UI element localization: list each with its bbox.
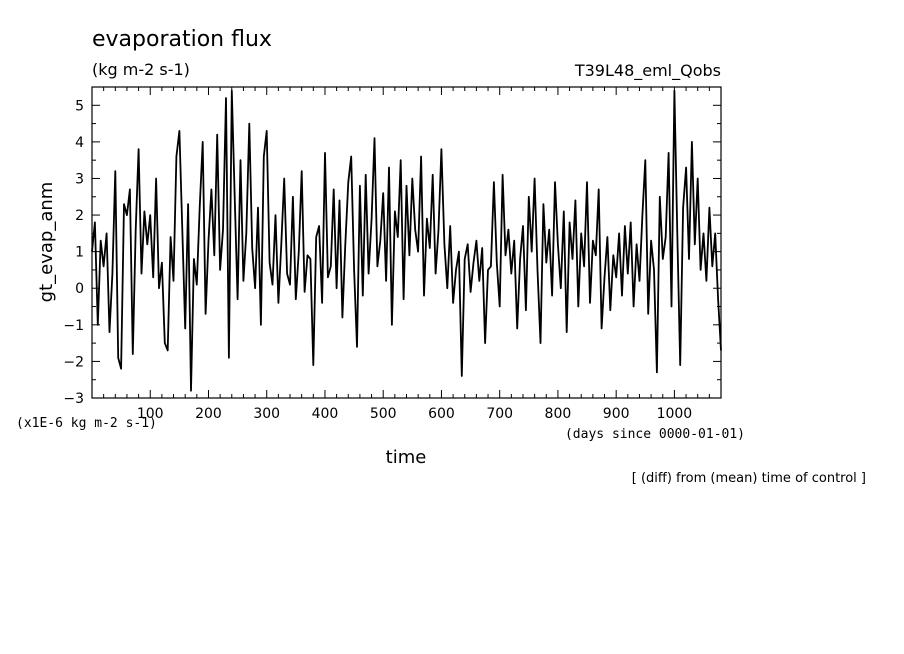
chart-units: (kg m-2 s-1) xyxy=(92,60,190,79)
y-tick-label: −3 xyxy=(63,391,84,407)
y-tick-label: 5 xyxy=(75,98,84,114)
y-tick-label: 4 xyxy=(75,135,84,151)
plot-area: 100 200 300 400 500 600 700 800 900 1000 −3 −2 −1 0 1 2… xyxy=(63,86,722,422)
experiment-name: T39L48_eml_Qobs xyxy=(574,61,721,81)
x-tick-label: 700 xyxy=(486,406,513,422)
x-tick-label: 1000 xyxy=(657,406,693,422)
y-tick-label: −2 xyxy=(63,354,84,370)
y-tick-label: 3 xyxy=(75,171,84,187)
y-axis-label: gt_evap_anm xyxy=(36,182,57,303)
x-tick-label: 100 xyxy=(137,406,164,422)
x-tick-label: 200 xyxy=(195,406,222,422)
chart-title: evaporation flux xyxy=(92,27,272,52)
y-tick-label: 1 xyxy=(75,245,84,261)
x-tick-label: 500 xyxy=(370,406,397,422)
x-tick-label: 300 xyxy=(253,406,280,422)
y-multiplier-label: (x1E-6 kg m-2 s-1) xyxy=(16,416,157,431)
axis-tick-labels: 100 200 300 400 500 600 700 800 900 1000 −3 −2 −1 0 1 2… xyxy=(63,98,692,422)
comparison-note: [ (diff) from (mean) time of control ] xyxy=(632,471,866,486)
x-units-label: (days since 0000-01-01) xyxy=(565,427,745,442)
x-axis-label: time xyxy=(386,447,427,468)
y-tick-label: 0 xyxy=(75,281,84,297)
x-tick-label: 600 xyxy=(428,406,455,422)
series-line-gt-evap-anm xyxy=(91,89,722,392)
x-tick-label: 800 xyxy=(545,406,572,422)
y-tick-label: 2 xyxy=(75,208,84,224)
x-tick-label: 400 xyxy=(312,406,339,422)
x-tick-label: 900 xyxy=(603,406,630,422)
chart-header: evaporation flux (kg m-2 s-1) T39L48_eml… xyxy=(92,27,721,81)
y-tick-label: −1 xyxy=(63,318,84,334)
